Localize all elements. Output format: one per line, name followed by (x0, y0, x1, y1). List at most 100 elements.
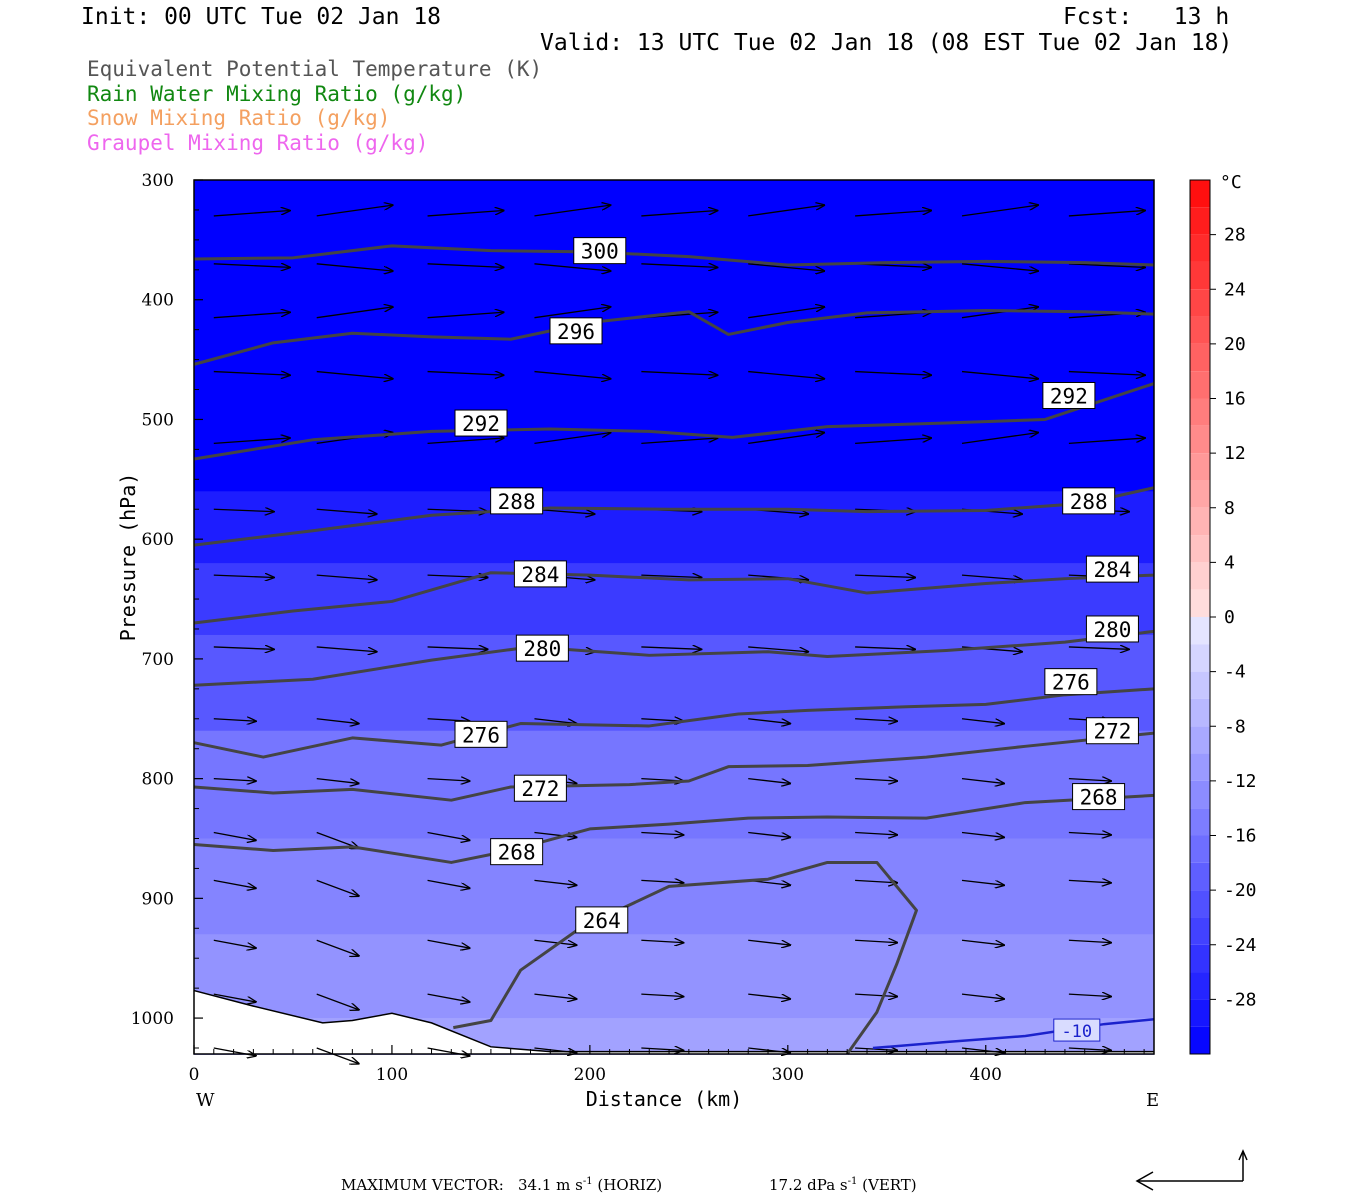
wind-vector (316, 263, 393, 271)
init-time: Init: 00 UTC Tue 02 Jan 18 (81, 4, 442, 30)
wind-vector (748, 205, 824, 217)
wind-vector (213, 438, 290, 445)
colorbar-swatch (1190, 726, 1210, 754)
wind-vector (1068, 211, 1145, 217)
wind-vector (534, 370, 610, 379)
wind-vector (855, 575, 915, 577)
wind-vector (748, 263, 824, 271)
wind-vector (316, 777, 359, 784)
temp-band (194, 563, 1154, 636)
contour-label: 288 (1070, 490, 1108, 514)
colorbar-swatch (1190, 862, 1210, 891)
colorbar-swatch (1190, 1026, 1210, 1054)
colorbar-label: 4 (1224, 552, 1235, 573)
wind-vector (641, 647, 701, 649)
theta-e-contour-276 (193, 687, 1155, 759)
wind-vector (316, 205, 393, 217)
theta-e-contours (193, 244, 1155, 1055)
max-vector-vert: 17.2 dPa s-1 (VERT) (769, 1176, 917, 1194)
wind-vector (213, 372, 290, 376)
axes: 300 400 500 600 700 800 900 1000 0 100 200 300 400 Di… (116, 171, 1159, 1111)
colorbar-swatch (1190, 507, 1210, 536)
contour-label-box (515, 634, 569, 662)
contour-label-box (1044, 668, 1098, 696)
wind-vector (316, 508, 377, 514)
contour-label-box (454, 409, 508, 437)
wind-vector (427, 993, 470, 1002)
wind-vector (855, 940, 897, 942)
wind-vector (427, 372, 504, 376)
colorbar-swatch (1190, 207, 1210, 235)
wind-vector (855, 438, 931, 445)
colorbar-unit: °C (1220, 172, 1242, 193)
theta-e-contour-300 (193, 244, 1155, 267)
wind-vector (641, 211, 717, 217)
wind-vector (316, 307, 393, 319)
temperature-contour-label: -10 (1061, 1022, 1092, 1042)
contour-label-box (513, 560, 567, 588)
colorbar-swatch (1190, 890, 1210, 918)
wind-vector (748, 433, 824, 445)
wind-vector (213, 831, 256, 841)
theta-e-contour-264 (453, 860, 918, 1055)
colorbar-swatch (1190, 589, 1210, 617)
contour-label-box (490, 487, 544, 515)
wind-vector (534, 718, 576, 724)
wind-vector (1068, 647, 1129, 649)
colorbar-swatch (1190, 234, 1210, 262)
contour-labels: 300 296 292 292 288 288 284 284 280 280 276 276 272 2… (454, 237, 1139, 1042)
colorbar-swatch (1190, 261, 1210, 290)
wind-vector (961, 433, 1038, 445)
colorbar-swatch (1190, 999, 1210, 1027)
wind-vector (1068, 372, 1145, 376)
colorbar-label: -4 (1224, 662, 1246, 683)
contour-label: 272 (1093, 720, 1131, 744)
theta-e-contour-268 (193, 793, 1155, 864)
contour-label-box (1085, 555, 1139, 583)
wind-vector (961, 777, 1004, 784)
contour-label-box (454, 720, 508, 748)
colorbar-swatch (1190, 644, 1210, 672)
x-tick-label: 200 (574, 1065, 606, 1085)
contour-label: 268 (1080, 786, 1118, 810)
x-tick-label: 400 (970, 1065, 1002, 1085)
max-vector-label: MAXIMUM VECTOR: (341, 1176, 504, 1194)
temp-band (194, 634, 1154, 732)
wind-vector (1068, 779, 1111, 781)
contour-label-box (490, 838, 544, 866)
wind-vector (1068, 940, 1111, 942)
valid-time: Valid: 13 UTC Tue 02 Jan 18 (08 EST Tue … (540, 30, 1233, 56)
contour-label: 296 (557, 320, 595, 344)
wind-vector (213, 509, 274, 511)
colorbar-swatch (1190, 808, 1210, 836)
theta-e-contour-280 (193, 629, 1155, 687)
colorbar-swatch (1190, 371, 1210, 399)
wind-vector (748, 993, 790, 999)
wind-vector (961, 831, 1004, 838)
wind-vector (855, 211, 931, 217)
temp-label-box (1053, 1018, 1101, 1042)
wind-vector (316, 1047, 359, 1064)
colorbar: 28 24 20 16 12 8 4 0 -4 -8 -12 -16 -20 -24 -28 °C (1189, 172, 1257, 1055)
wind-vector (748, 777, 790, 784)
forecast-hour: Fcst: 13 h (1063, 4, 1230, 30)
terrain-fill (194, 990, 1154, 1054)
contour-label-box (513, 774, 567, 802)
colorbar-swatch (1190, 617, 1210, 645)
temp-band (194, 491, 1154, 565)
y-tick-label: 700 (142, 650, 174, 670)
wind-vector (641, 994, 683, 996)
wind-vector (213, 647, 274, 649)
wind-vector (534, 1047, 576, 1053)
colorbar-label: 20 (1224, 334, 1246, 355)
wind-vector (427, 647, 488, 649)
wind-vector (316, 574, 377, 580)
colorbar-swatch (1190, 316, 1210, 344)
wind-vector (316, 370, 393, 379)
contour-label-box (575, 906, 629, 934)
contour-label: 276 (1052, 671, 1090, 695)
wind-vector (961, 307, 1038, 319)
y-tick-label: 900 (142, 889, 174, 909)
contour-label-box (1062, 487, 1116, 515)
wind-vector (748, 831, 790, 838)
